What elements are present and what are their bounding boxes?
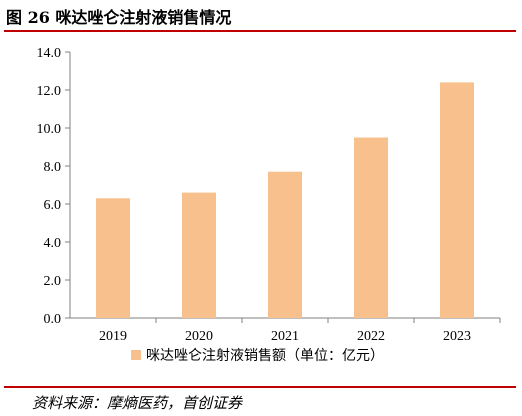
bar: [96, 198, 130, 318]
source-rule: [4, 386, 516, 388]
y-tick-label: 12.0: [37, 84, 62, 99]
source-note: 资料来源：摩熵医药，首创证券: [32, 394, 243, 412]
title-rule: [4, 30, 516, 32]
figure-title: 图 26 咪达唑仑注射液销售情况: [6, 8, 232, 27]
y-tick-label: 0.0: [44, 312, 62, 327]
y-tick-label: 2.0: [44, 274, 62, 289]
y-tick-label: 4.0: [44, 236, 62, 251]
x-tick-label: 2022: [357, 329, 385, 344]
legend-label: 咪达唑仑注射液销售额（单位：亿元）: [146, 348, 384, 364]
x-tick-label: 2019: [99, 329, 127, 344]
y-tick-label: 8.0: [44, 160, 62, 175]
bar: [354, 137, 388, 318]
bar: [182, 192, 216, 318]
x-tick-label: 2023: [443, 329, 471, 344]
y-tick-label: 6.0: [44, 198, 62, 213]
y-tick-label: 10.0: [37, 122, 62, 137]
x-tick-label: 2021: [271, 329, 299, 344]
x-tick-label: 2020: [185, 329, 213, 344]
legend-swatch: [131, 350, 141, 360]
bar: [268, 171, 302, 318]
bar: [440, 82, 474, 319]
y-tick-label: 14.0: [37, 46, 62, 61]
